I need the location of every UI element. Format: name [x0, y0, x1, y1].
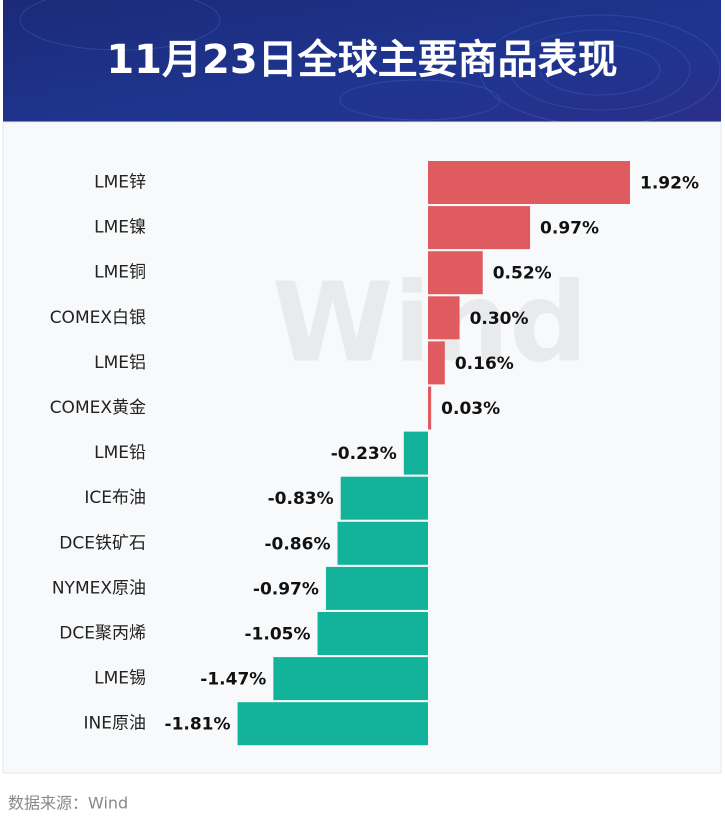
value-label: 0.16%: [455, 354, 514, 374]
value-label: 0.97%: [540, 219, 599, 239]
category-label: LME铜: [94, 263, 146, 283]
value-label: 1.92%: [640, 174, 699, 194]
bar: [428, 341, 445, 385]
value-label: -0.97%: [253, 579, 319, 599]
category-label: LME锌: [94, 173, 146, 193]
bar: [428, 386, 432, 430]
bar: [403, 431, 428, 475]
value-label: 0.30%: [470, 309, 529, 329]
source-note: 数据来源：Wind: [8, 794, 128, 813]
bar: [428, 206, 531, 250]
bar: [325, 566, 428, 610]
value-label: -1.81%: [165, 715, 231, 735]
header-background: [3, 0, 721, 122]
category-label: DCE聚丙烯: [59, 624, 146, 644]
bar: [428, 161, 630, 204]
category-label: INE原油: [84, 714, 146, 734]
category-label: LME铅: [94, 443, 146, 463]
bar: [428, 296, 460, 340]
bar: [273, 657, 428, 701]
header-decoration: [19, 0, 721, 126]
bar: [337, 521, 428, 565]
bar: [237, 702, 428, 746]
category-label: ICE布油: [84, 488, 146, 508]
chart-title: 11月23日全球主要商品表现: [106, 37, 617, 83]
category-label: LME镍: [94, 218, 146, 238]
category-label: DCE铁矿石: [59, 533, 146, 553]
value-label: 0.03%: [441, 399, 500, 419]
bar: [340, 476, 428, 520]
value-label: -1.05%: [244, 625, 310, 645]
value-label: -0.23%: [331, 444, 397, 464]
category-label: LME铝: [94, 353, 146, 373]
category-label: COMEX白银: [50, 308, 146, 328]
category-label: COMEX黄金: [50, 398, 146, 418]
category-label: LME锡: [94, 669, 146, 689]
value-label: 0.52%: [493, 264, 552, 284]
bar: [317, 612, 428, 655]
value-label: -1.47%: [200, 670, 266, 690]
value-label: -0.83%: [268, 489, 334, 509]
bar: [428, 251, 483, 295]
category-label: NYMEX原油: [52, 578, 146, 598]
value-label: -0.86%: [264, 534, 330, 554]
